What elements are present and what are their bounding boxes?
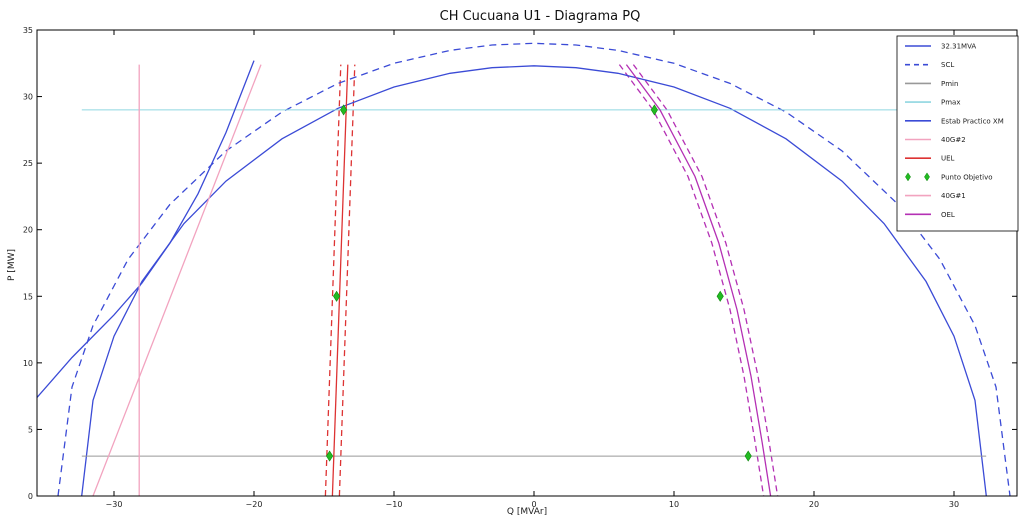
- series-40g-2: [92, 64, 262, 496]
- target-point: [326, 450, 334, 462]
- y-tick-label: 20: [23, 226, 33, 235]
- legend-label: Pmin: [941, 80, 958, 88]
- x-tick-label: −30: [106, 500, 123, 509]
- series-estab-practico-xm: [37, 60, 255, 398]
- x-tick-label: 20: [809, 500, 819, 509]
- x-tick-label: 0: [531, 500, 536, 509]
- legend-entry-pmin: Pmin: [905, 80, 958, 88]
- legend-entry-32-31mva: 32.31MVA: [905, 43, 976, 51]
- y-tick-label: 5: [28, 425, 33, 434]
- legend-label: 40G#2: [941, 136, 966, 144]
- target-point: [333, 290, 341, 302]
- target-point: [650, 104, 658, 116]
- legend-label: SCL: [941, 61, 954, 69]
- y-tick-label: 0: [28, 492, 33, 501]
- legend-label: OEL: [941, 211, 955, 219]
- series-oel: [625, 64, 772, 496]
- legend-marker: [924, 172, 930, 182]
- y-tick-label: 35: [23, 26, 33, 35]
- legend-entry-40g-1: 40G#1: [905, 192, 966, 200]
- legend-entry-punto-objetivo: Punto Objetivo: [905, 172, 993, 182]
- legend-label: Estab Practico XM: [941, 117, 1004, 125]
- legend-label: UEL: [941, 155, 955, 163]
- limit-band-line-2: [338, 64, 356, 496]
- series-32-31mva: [81, 65, 987, 496]
- plot-frame: [36, 29, 1018, 497]
- x-tick-label: 30: [949, 500, 959, 509]
- y-tick-label: 10: [23, 359, 33, 368]
- legend-entry-scl: SCL: [905, 61, 954, 69]
- plot-area: [37, 42, 1011, 496]
- y-axis-label: P [MW]: [7, 249, 17, 281]
- x-tick-label: 10: [669, 500, 679, 509]
- limit-band-line-1: [324, 64, 342, 496]
- legend-label: 32.31MVA: [941, 43, 976, 51]
- target-point: [744, 450, 752, 462]
- x-tick-label: −10: [386, 500, 403, 509]
- series-uel: [331, 64, 349, 496]
- legend-box: [896, 35, 1019, 232]
- x-tick-label: −20: [246, 500, 263, 509]
- legend-label: Punto Objetivo: [941, 173, 993, 181]
- y-tick-label: 15: [23, 292, 33, 301]
- chart-title: CH Cucuana U1 - Diagrama PQ: [440, 9, 641, 24]
- y-tick-label: 30: [23, 93, 33, 102]
- x-axis-label: Q [MVAr]: [507, 507, 547, 515]
- limit-band-line-3: [618, 64, 765, 496]
- legend-label: Pmax: [941, 99, 960, 107]
- legend-entry-estab-practico-xm: Estab Practico XM: [905, 117, 1004, 125]
- plot-axes: −30 −20 −10 0 10 20 30 0 5 10 15 20 25 30 35: [23, 26, 1018, 509]
- legend-entry-uel: UEL: [905, 155, 955, 163]
- legend-label: 40G#1: [941, 192, 966, 200]
- legend-entry-40g-2: 40G#2: [905, 136, 966, 144]
- legend: 32.31MVA SCL Pmin Pmax Estab Practico XM 40G#…: [896, 35, 1019, 232]
- y-tick-label: 25: [23, 159, 33, 168]
- target-point: [716, 290, 724, 302]
- legend-entry-oel: OEL: [905, 211, 955, 219]
- legend-entry-pmax: Pmax: [905, 99, 960, 107]
- legend-marker: [905, 172, 911, 182]
- series-scl: [57, 42, 1011, 496]
- target-point: [340, 104, 348, 116]
- limit-band-line-4: [632, 64, 779, 496]
